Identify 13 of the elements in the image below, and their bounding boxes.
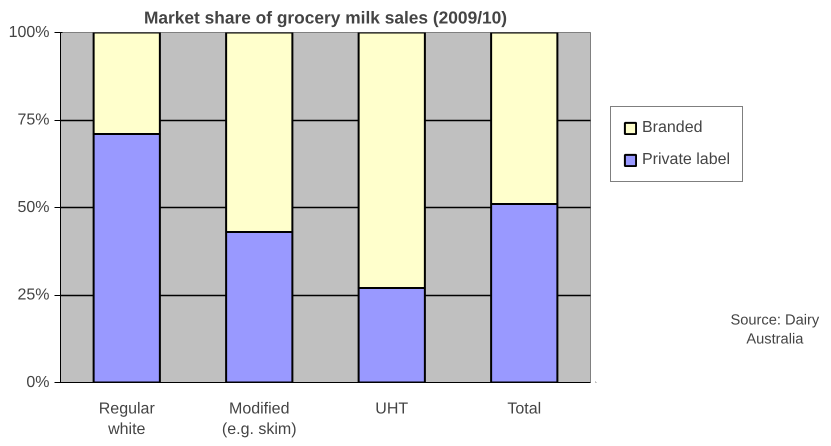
y-tick-label: 0% xyxy=(26,374,50,391)
chart-title: Market share of grocery milk sales (2009/10) xyxy=(144,8,508,28)
x-tick-label: Modified (e.g. skim) xyxy=(222,400,297,438)
y-tick-label: 100% xyxy=(8,24,50,41)
x-tick-label: Regular white xyxy=(98,400,156,438)
y-tick-label: 50% xyxy=(17,199,50,216)
y-tick-label: 25% xyxy=(17,286,50,304)
legend-label: Branded xyxy=(642,119,702,137)
source-note: Source: Dairy Australia xyxy=(730,312,820,348)
x-tick-label: Total xyxy=(507,400,542,418)
y-tick-label: 75% xyxy=(17,112,50,128)
x-tick-label: UHT xyxy=(375,400,408,418)
legend-label: Private label xyxy=(642,151,730,169)
